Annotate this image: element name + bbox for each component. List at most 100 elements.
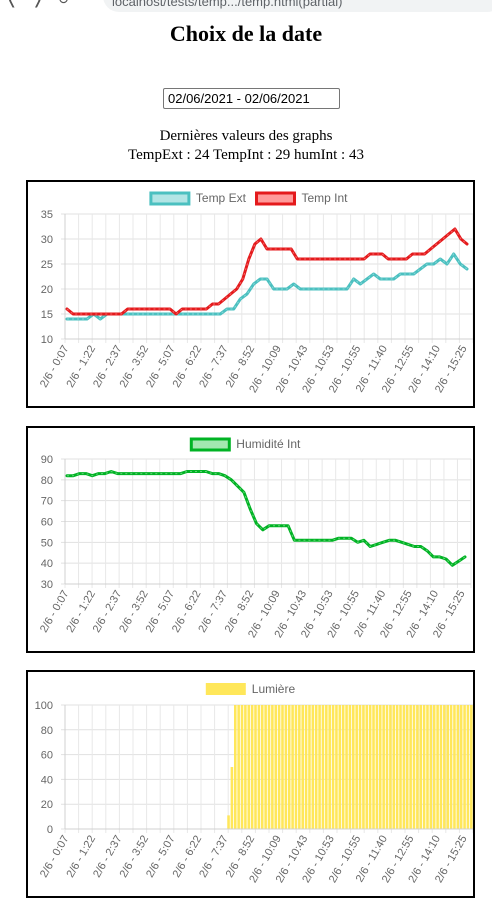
bar (436, 705, 439, 829)
bar (318, 705, 321, 829)
bar (439, 705, 443, 829)
bar (372, 705, 375, 829)
legend-swatch (205, 683, 246, 695)
legend-item: Temp Ext (149, 191, 247, 206)
bar (409, 705, 412, 829)
legend: Temp Ext Temp Int (149, 191, 349, 206)
legend-swatch (255, 191, 296, 206)
humidity-chart: 30 40 50 60 70 80 90 2/6 - 0:07 2/6 - 1:22 2/6 - … (26, 426, 475, 653)
y-tick-label: 30 (41, 579, 53, 591)
bar (267, 705, 271, 829)
bar (449, 705, 453, 829)
legend: Lumière (205, 682, 295, 696)
bar (260, 705, 264, 829)
bar (348, 705, 352, 829)
series-line (65, 470, 467, 567)
bar (240, 705, 244, 829)
bar (385, 705, 389, 829)
bar (328, 705, 331, 829)
y-tick-label: 20 (41, 799, 53, 811)
bar (375, 705, 379, 829)
bar (294, 705, 298, 829)
bar (227, 815, 230, 829)
bar (284, 705, 288, 829)
forward-arrow-icon[interactable]: ❭ (31, 0, 44, 8)
bar (277, 705, 281, 829)
legend-label: Temp Ext (196, 191, 247, 205)
legend-label: Humidité Int (236, 437, 301, 451)
bar (412, 705, 416, 829)
page-title: Choix de la date (169, 21, 323, 46)
legend: Humidité Int (189, 437, 301, 452)
bar (335, 705, 338, 829)
bar (244, 705, 247, 829)
series-line-points (67, 470, 466, 566)
y-tick-label: 15 (41, 309, 53, 321)
bar (399, 705, 402, 829)
bar (365, 705, 369, 829)
legend-item: Temp Int (255, 191, 349, 206)
date-range-input[interactable] (163, 88, 340, 109)
temperature-chart: 10 15 20 25 30 35 2/6 - 0:07 2/6 - 1:22 2/6 - 2:… (26, 180, 475, 408)
y-tick-label: 25 (41, 259, 53, 271)
bar (281, 705, 284, 829)
bar (416, 705, 419, 829)
bar (352, 705, 355, 829)
bar (274, 705, 278, 829)
back-arrow-icon[interactable]: ❬ (6, 0, 18, 8)
bar (287, 705, 291, 829)
last-values-block: Dernières valeurs des graphs TempExt : 2… (0, 127, 492, 165)
bar (247, 705, 251, 829)
y-tick-label: 35 (41, 209, 53, 221)
bar (419, 705, 423, 829)
address-bar-url: localhost/tests/temp.../temp.html(partia… (112, 0, 343, 9)
y-tick-label: 70 (41, 496, 53, 508)
bar (254, 705, 257, 829)
address-bar[interactable] (103, 0, 492, 12)
series-line (65, 227, 469, 316)
bar (237, 705, 240, 829)
bar (345, 705, 348, 829)
bar (230, 767, 234, 829)
y-tick-label: 40 (41, 774, 53, 786)
bar (429, 705, 433, 829)
grid (61, 458, 472, 588)
bar (298, 705, 301, 829)
bar (432, 705, 436, 829)
bar (314, 705, 318, 829)
bar (466, 705, 470, 829)
bar (463, 705, 466, 829)
light-chart: 0 20 40 60 80 100 2/6 - 0:07 2/6 - 1:22 2/6 - 2:… (26, 670, 475, 898)
y-tick-label: 40 (41, 558, 53, 570)
browser-toolbar: ❬ ❭ ↻ localhost/tests/temp.../temp.html(… (0, 0, 492, 12)
bar (341, 705, 345, 829)
bar (291, 705, 294, 829)
legend-swatch (149, 191, 191, 206)
bars (227, 705, 473, 829)
bar (382, 705, 385, 829)
bar (402, 705, 406, 829)
legend-label: Temp Int (302, 191, 349, 205)
bar (308, 705, 311, 829)
bar (470, 705, 473, 829)
bar (422, 705, 426, 829)
y-tick-label: 50 (41, 537, 53, 549)
bar (368, 705, 372, 829)
y-tick-label: 60 (41, 750, 53, 762)
y-tick-label: 0 (47, 824, 53, 836)
bar (395, 705, 399, 829)
bar (325, 705, 328, 829)
bar (233, 705, 237, 829)
y-tick-label: 30 (41, 234, 53, 246)
y-tick-label: 90 (41, 454, 53, 466)
bar (378, 705, 382, 829)
y-tick-label: 100 (35, 700, 53, 712)
bar (311, 705, 315, 829)
bar (264, 705, 267, 829)
grid (61, 213, 473, 343)
y-tick-label: 60 (41, 517, 53, 529)
reload-icon[interactable]: ↻ (57, 0, 70, 8)
bar (257, 705, 261, 829)
bar (426, 705, 429, 829)
